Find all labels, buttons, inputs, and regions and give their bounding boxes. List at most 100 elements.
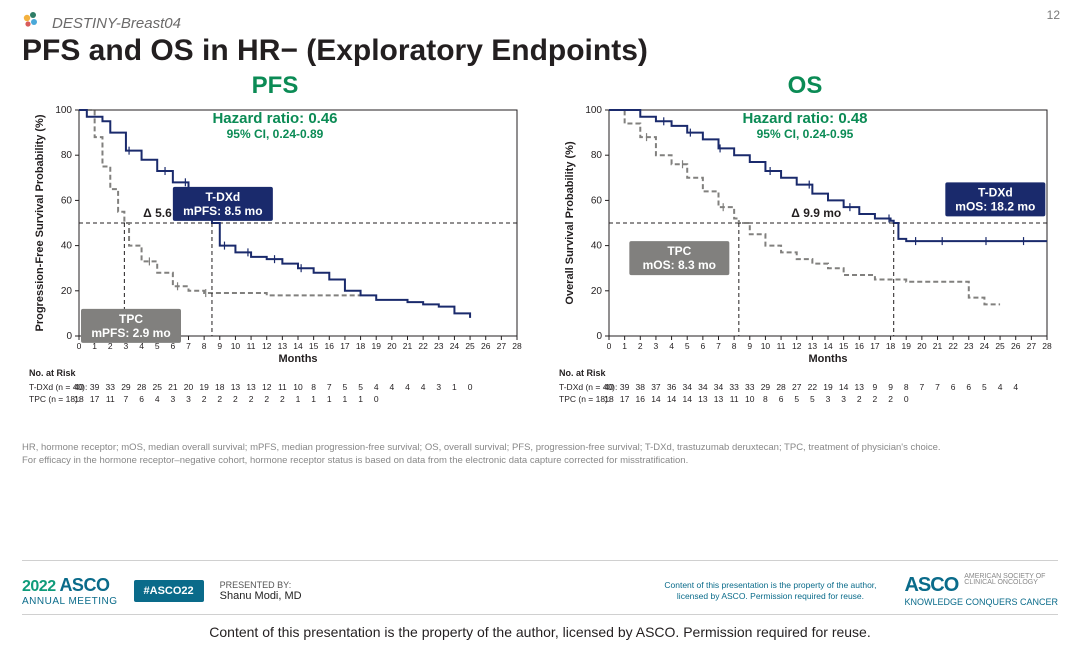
svg-text:12: 12 <box>792 341 802 351</box>
bottom-divider <box>22 614 1058 615</box>
at-risk-value: 22 <box>808 382 818 392</box>
trial-logo-icon <box>18 8 44 32</box>
at-risk-value: 40 <box>604 382 614 392</box>
at-risk-value: 2 <box>249 394 254 404</box>
svg-text:20: 20 <box>61 286 73 297</box>
asco-wordmark: ASCO <box>904 574 958 597</box>
at-risk-value: 2 <box>873 394 878 404</box>
at-risk-value: 7 <box>124 394 129 404</box>
at-risk-value: 3 <box>841 394 846 404</box>
at-risk-value: 2 <box>217 394 222 404</box>
svg-text:40: 40 <box>61 241 73 252</box>
svg-text:25: 25 <box>995 341 1005 351</box>
svg-text:Progression-Free Survival Prob: Progression-Free Survival Probability (%… <box>34 114 46 331</box>
footnote-line1: HR, hormone receptor; mOS, median overal… <box>22 442 1058 455</box>
at-risk-value: 5 <box>810 394 815 404</box>
at-risk-value: 33 <box>745 382 755 392</box>
svg-text:18: 18 <box>356 341 366 351</box>
at-risk-value: 8 <box>763 394 768 404</box>
svg-text:T-DXd: T-DXd <box>978 185 1013 199</box>
at-risk-value: 1 <box>296 394 301 404</box>
at-risk-value: 34 <box>682 382 692 392</box>
at-risk-value: 1 <box>452 382 457 392</box>
at-risk-value: 1 <box>311 394 316 404</box>
at-risk-value: 14 <box>839 382 849 392</box>
at-risk-value: 11 <box>730 394 739 404</box>
at-risk-value: 5 <box>343 382 348 392</box>
svg-text:18: 18 <box>886 341 896 351</box>
at-risk-value: 2 <box>280 394 285 404</box>
page-number: 12 <box>1047 8 1060 22</box>
svg-text:15: 15 <box>839 341 849 351</box>
svg-text:19: 19 <box>901 341 911 351</box>
footnote: HR, hormone receptor; mOS, median overal… <box>0 436 1080 468</box>
svg-text:20: 20 <box>387 341 397 351</box>
svg-text:8: 8 <box>732 341 737 351</box>
at-risk-value: 34 <box>714 382 724 392</box>
at-risk-value: 18 <box>215 382 225 392</box>
svg-text:80: 80 <box>591 150 603 161</box>
svg-text:22: 22 <box>418 341 428 351</box>
footer-asco: ASCO <box>59 575 109 595</box>
svg-text:6: 6 <box>700 341 705 351</box>
at-risk-value: 10 <box>293 382 303 392</box>
at-risk-value: 1 <box>327 394 332 404</box>
svg-text:mOS: 8.3 mo: mOS: 8.3 mo <box>643 258 716 272</box>
at-risk-header: No. at Risk <box>559 368 607 378</box>
svg-text:9: 9 <box>217 341 222 351</box>
svg-text:14: 14 <box>293 341 303 351</box>
svg-text:24: 24 <box>980 341 990 351</box>
at-risk-value: 2 <box>857 394 862 404</box>
svg-text:Overall Survival Probability (: Overall Survival Probability (%) <box>564 141 576 305</box>
at-risk-value: 2 <box>233 394 238 404</box>
svg-text:22: 22 <box>948 341 958 351</box>
at-risk-value: 33 <box>106 382 116 392</box>
at-risk-value: 18 <box>74 394 84 404</box>
at-risk-value: 3 <box>826 394 831 404</box>
panel-os: OS Hazard ratio: 0.48 95% CI, 0.24-0.95 … <box>552 72 1058 436</box>
at-risk-header: No. at Risk <box>29 368 77 378</box>
svg-text:16: 16 <box>855 341 865 351</box>
svg-text:25: 25 <box>465 341 475 351</box>
at-risk-value: 5 <box>358 382 363 392</box>
svg-text:100: 100 <box>55 106 72 116</box>
at-risk-value: 6 <box>966 382 971 392</box>
at-risk-value: 29 <box>761 382 771 392</box>
at-risk-value: 6 <box>779 394 784 404</box>
at-risk-value: 9 <box>888 382 893 392</box>
svg-text:12: 12 <box>262 341 272 351</box>
at-risk-value: 4 <box>155 394 160 404</box>
svg-text:21: 21 <box>933 341 943 351</box>
svg-text:23: 23 <box>434 341 444 351</box>
svg-text:TPC: TPC <box>119 312 143 326</box>
svg-text:40: 40 <box>591 241 603 252</box>
at-risk-value: 4 <box>421 382 426 392</box>
svg-text:mPFS: 2.9 mo: mPFS: 2.9 mo <box>91 326 170 340</box>
svg-text:mOS: 18.2 mo: mOS: 18.2 mo <box>955 199 1035 213</box>
km-wrap-pfs: Hazard ratio: 0.46 95% CI, 0.24-0.89 020… <box>25 106 525 436</box>
svg-text:19: 19 <box>371 341 381 351</box>
presenter-name: Shanu Modi, MD <box>220 590 302 602</box>
svg-text:20: 20 <box>591 286 603 297</box>
svg-text:17: 17 <box>340 341 350 351</box>
at-risk-value: 28 <box>776 382 786 392</box>
slide-root: DESTINY-Breast04 12 PFS and OS in HR− (E… <box>0 0 1080 648</box>
svg-text:T-DXd: T-DXd <box>206 190 241 204</box>
at-risk-value: 7 <box>935 382 940 392</box>
at-risk-value: 0 <box>904 394 909 404</box>
footnote-line2: For efficacy in the hormone receptor–neg… <box>22 455 1058 468</box>
at-risk-value: 20 <box>184 382 194 392</box>
at-risk-value: 2 <box>888 394 893 404</box>
footer: 2022 ASCO ANNUAL MEETING #ASCO22 PRESENT… <box>0 566 1080 607</box>
at-risk-value: 13 <box>698 394 708 404</box>
at-risk-value: 28 <box>137 382 147 392</box>
panel-title-os: OS <box>788 72 823 100</box>
panel-pfs: PFS Hazard ratio: 0.46 95% CI, 0.24-0.89… <box>22 72 528 436</box>
asco-tagline: KNOWLEDGE CONQUERS CANCER <box>904 597 1058 607</box>
at-risk-value: 39 <box>620 382 630 392</box>
at-risk-value: 4 <box>389 382 394 392</box>
at-risk-value: 7 <box>919 382 924 392</box>
svg-text:0: 0 <box>596 331 602 342</box>
svg-text:60: 60 <box>591 195 603 206</box>
at-risk-value: 16 <box>636 394 646 404</box>
